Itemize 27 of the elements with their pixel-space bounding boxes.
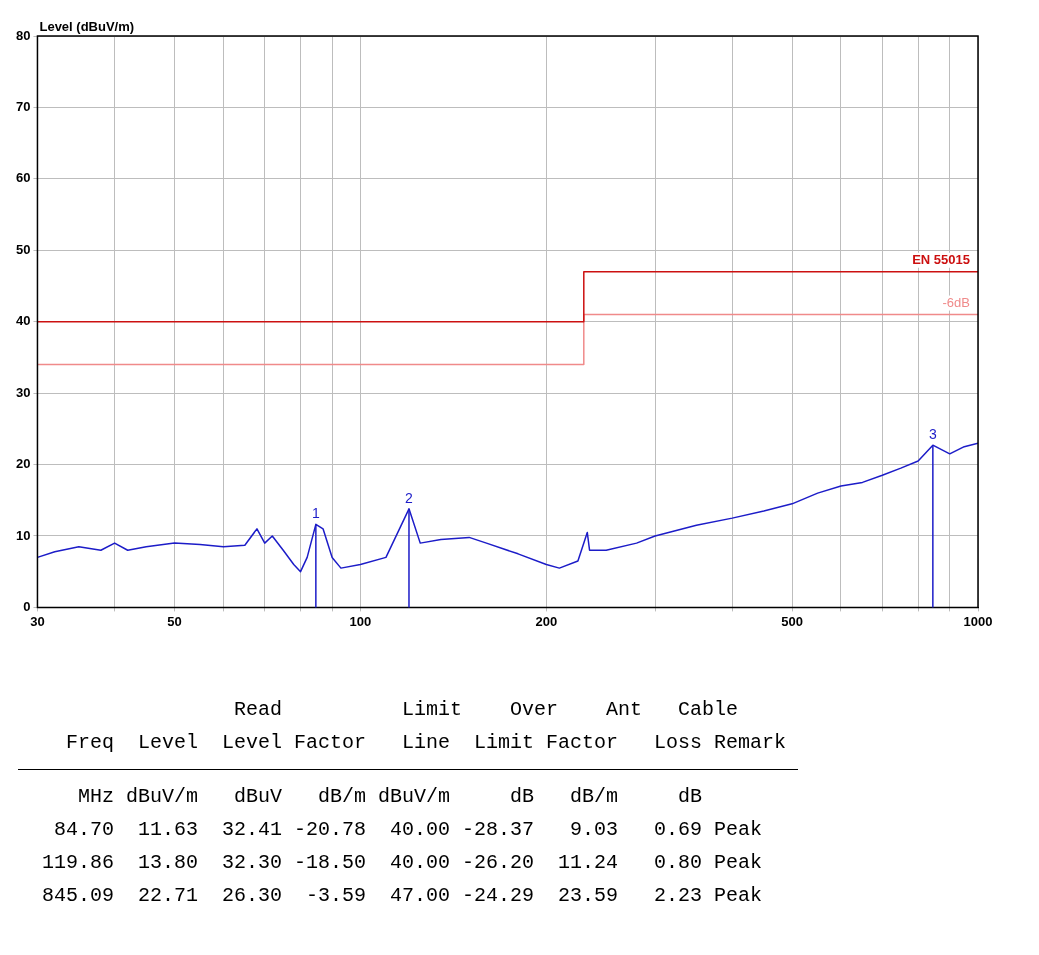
y-tick-label: 70 [15,99,31,114]
series-label: EN 55015 [912,251,970,267]
y-tick-label: 80 [15,27,31,43]
y-tick-label: 20 [15,456,31,472]
x-tick-label: 500 [781,613,803,629]
x-tick-label: 200 [535,613,558,629]
text: MHz dBuV/m dBuV dB/m dBuV/m dB dB/m dB [77,784,704,810]
y-tick-label: 40 [15,313,31,329]
y-tick-label: 10 [15,527,31,543]
annotation: 3 [928,426,937,443]
y-tick-label: 60 [15,170,31,186]
text: 845.09 22.71 26.30 -3.59 47.00 -24.29 23.59 2.23 Peak [41,883,764,909]
text: Freq Level Level Factor Line Limit Factor Loss Remark [65,730,788,756]
y-tick-label: 0 [23,598,31,614]
y-axis-title: Level (dBuV/m) [39,19,135,35]
x-tick-label: 50 [167,613,182,629]
y-tick-label: 50 [15,241,31,257]
text: 119.86 13.80 32.30 -18.50 40.00 -26.20 11.24 0.80 Peak [41,850,764,876]
x-tick-label: 100 [349,613,372,629]
annotation: 2 [405,489,414,506]
text: 84.70 11.63 32.41 -20.78 40.00 -28.37 9.03 0.69 Peak [53,817,764,843]
x-tick-label: 30 [30,613,45,629]
annotation: 1 [311,505,320,522]
series-label: -6dB [942,294,970,310]
y-tick-label: 30 [15,384,31,400]
text: Read Limit Over Ant Cable [233,697,740,723]
x-tick-label: 1000 [963,613,993,629]
